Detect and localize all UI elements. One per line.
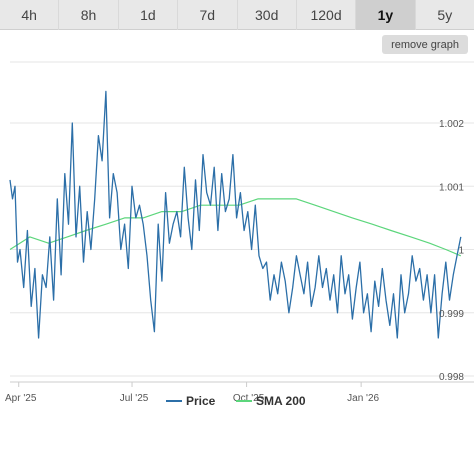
axes: 0.998 0.999 1 1.001 1.002 Apr '25 Jul '25 Oct '… [5,119,474,404]
legend-item-sma-200[interactable]: SMA 200 [256,394,306,408]
x-tick-label: Jan '26 [347,393,379,404]
price-series [9,90,462,339]
tab-1d[interactable]: 1d [118,0,178,30]
tab-1y[interactable]: 1y [356,0,415,30]
legend[interactable]: Price SMA 200 [166,394,306,408]
y-tick-label: 0.998 [439,372,464,383]
price-line [9,90,462,339]
tab-8h[interactable]: 8h [59,0,118,30]
x-tick-label: Oct '25 [233,393,265,404]
x-tick-label: Apr '25 [5,393,37,404]
legend-item-price[interactable]: Price [186,394,216,408]
x-tick-label: Jul '25 [120,393,149,404]
tab-120d[interactable]: 120d [296,0,356,30]
timeframe-tabs: 4h 8h 1d 7d 30d 120d 1y 5y [0,0,474,30]
tab-30d[interactable]: 30d [237,0,296,30]
y-tick-label: 0.999 [439,309,464,320]
tab-4h[interactable]: 4h [0,0,59,30]
y-tick-label: 1.001 [439,182,464,193]
grid-lines [10,61,474,377]
tab-5y[interactable]: 5y [415,0,474,30]
remove-graph-button[interactable]: remove graph [382,35,468,54]
y-tick-label: 1.002 [439,119,464,130]
tab-7d[interactable]: 7d [178,0,237,30]
y-tick-label: 1 [458,246,464,257]
